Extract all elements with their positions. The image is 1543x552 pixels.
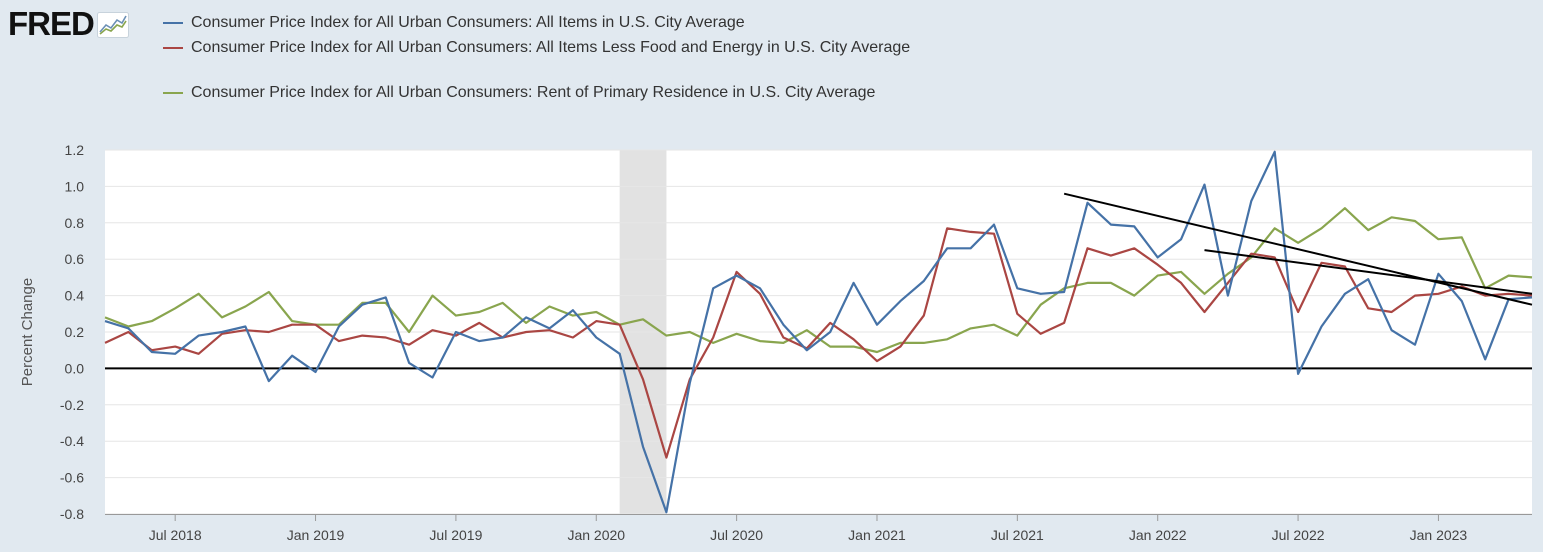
trend-line-annotation xyxy=(1063,192,1533,306)
x-tick-label: Jul 2019 xyxy=(429,527,482,543)
x-tick-label: Jan 2023 xyxy=(1410,527,1468,543)
legend-swatch-rent xyxy=(163,92,183,94)
x-tick-label: Jan 2019 xyxy=(287,527,345,543)
legend-swatch-core xyxy=(163,47,183,49)
series-layer xyxy=(104,150,1533,514)
axis-layer: 1.2 1.0 0.8 0.6 0.4 0.2 0.0 -0.2 -0.4 -0.6 -0.8 Jul… xyxy=(60,142,1532,543)
legend-label-cpi-all: Consumer Price Index for All Urban Consu… xyxy=(191,14,745,31)
legend-item-rent[interactable]: Consumer Price Index for All Urban Consu… xyxy=(163,83,875,103)
y-tick-label: 0.4 xyxy=(65,288,85,304)
y-tick-label: 0.6 xyxy=(65,251,85,267)
fred-logo[interactable]: FRED xyxy=(8,6,129,42)
annotation-layer xyxy=(1063,192,1533,306)
x-tick-label: Jul 2020 xyxy=(710,527,763,543)
series-line-rent xyxy=(104,207,1533,354)
y-tick-label: 0.0 xyxy=(65,360,85,376)
legend-item-core[interactable]: Consumer Price Index for All Urban Consu… xyxy=(163,38,910,58)
y-tick-label: -0.4 xyxy=(60,433,84,449)
series-line-cpi-all xyxy=(104,150,1533,514)
x-tick-label: Jan 2022 xyxy=(1129,527,1187,543)
legend-label-core: Consumer Price Index for All Urban Consu… xyxy=(191,39,911,56)
y-tick-label: -0.6 xyxy=(60,470,84,486)
x-tick-label: Jul 2021 xyxy=(991,527,1044,543)
y-tick-label: 1.2 xyxy=(65,142,85,158)
y-tick-label: 0.8 xyxy=(65,215,85,231)
fred-logo-text: FRED xyxy=(8,5,95,42)
legend-label-rent: Consumer Price Index for All Urban Consu… xyxy=(191,84,876,101)
legend-item-cpi-all[interactable]: Consumer Price Index for All Urban Consu… xyxy=(163,13,745,33)
fred-line-graph-icon xyxy=(96,12,129,38)
y-tick-label: -0.8 xyxy=(60,506,84,522)
y-tick-label: 1.0 xyxy=(65,178,85,194)
y-tick-label: 0.2 xyxy=(65,324,85,340)
legend-swatch-cpi-all xyxy=(163,22,183,24)
y-tick-label: -0.2 xyxy=(60,397,84,413)
x-tick-label: Jul 2022 xyxy=(1272,527,1325,543)
x-tick-label: Jul 2018 xyxy=(149,527,202,543)
y-axis-label: Percent Change xyxy=(19,278,36,386)
series-line-core xyxy=(104,227,1533,459)
x-tick-label: Jan 2021 xyxy=(848,527,906,543)
x-tick-label: Jan 2020 xyxy=(567,527,625,543)
trend-line-annotation xyxy=(1204,249,1533,295)
